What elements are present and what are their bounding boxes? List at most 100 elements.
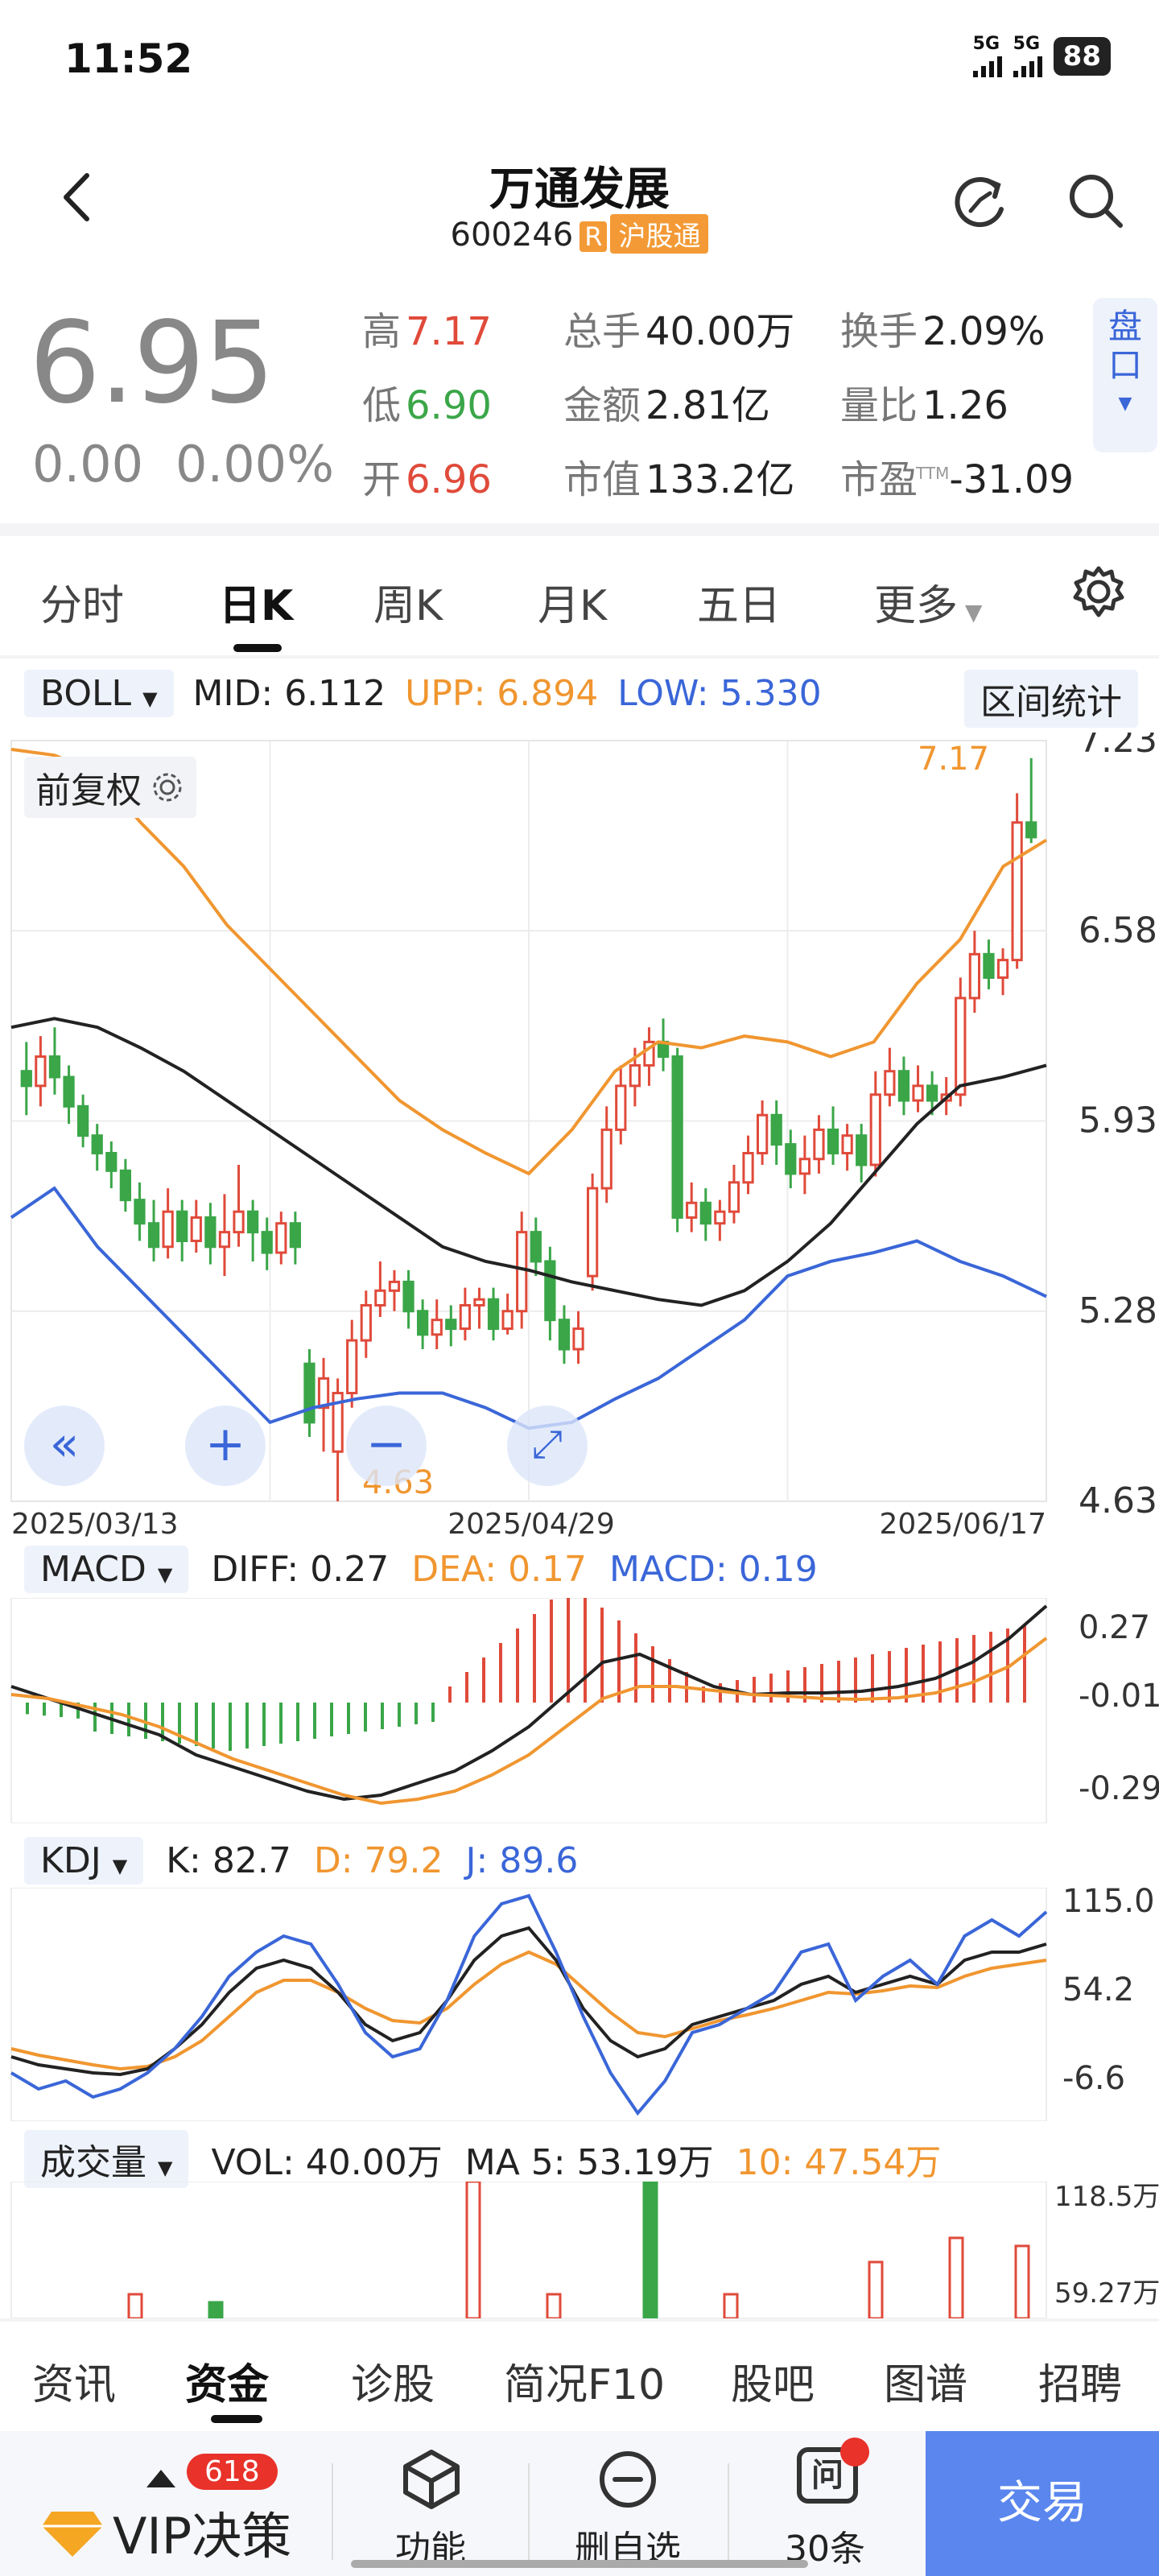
candle-body (431, 1319, 443, 1336)
nav-jobs[interactable]: 招聘 (1038, 2361, 1123, 2409)
ask-icon[interactable]: 问 (797, 2447, 858, 2504)
candle-body (798, 1158, 811, 1175)
tab-daily-k[interactable]: 日K (219, 582, 294, 630)
trade-button[interactable]: 交易 (926, 2431, 1159, 2576)
volume-bar (546, 2293, 562, 2318)
vol-header: 成交量 ▼ VOL: 40.00万 MA 5: 53.19万 10: 47.54… (24, 2130, 941, 2188)
stat-low: 低 6.90 (362, 383, 492, 428)
volume-bar (208, 2301, 224, 2318)
bottom-divider-3 (728, 2463, 729, 2560)
candle-body (1025, 821, 1037, 839)
zoom-in-button[interactable]: + (185, 1406, 266, 1486)
pankou-button[interactable]: 盘口 ▼ (1093, 298, 1157, 452)
remove-watchlist-icon[interactable] (596, 2447, 660, 2512)
nav-graph[interactable]: 图谱 (884, 2361, 968, 2409)
macd-dea: DEA: 0.17 (411, 1549, 588, 1590)
candle-body (968, 952, 981, 1000)
stock-code-text: 600246 (450, 217, 574, 254)
candle-body (473, 1298, 485, 1307)
candle-body (926, 1084, 938, 1102)
range-stat-button[interactable]: 区间统计 (964, 670, 1138, 728)
candle-body (996, 959, 1009, 979)
nav-funds[interactable]: 资金 (185, 2361, 270, 2409)
tab-weekly-k[interactable]: 周K (373, 582, 443, 630)
stat-vratio: 量比 1.26 (840, 383, 1008, 428)
change-value: 0.00 (32, 435, 144, 493)
tag-connect: 沪股通 (610, 214, 709, 254)
boll-header: BOLL ▼ MID: 6.112 UPP: 6.894 LOW: 5.330 (24, 670, 822, 717)
candle-body (516, 1231, 528, 1313)
tag-r: R (580, 221, 608, 252)
nav-forum[interactable]: 股吧 (731, 2361, 815, 2409)
bottom-divider-2 (528, 2463, 530, 2560)
tab-five-day[interactable]: 五日 (697, 582, 782, 630)
stat-pe: 市盈TTM-31.09 (840, 457, 1074, 502)
zoom-out-button[interactable]: − (346, 1406, 427, 1486)
settings-gear-icon[interactable] (1070, 564, 1127, 620)
boll-upp: UPP: 6.894 (405, 673, 599, 714)
vol-ma10: 10: 47.54万 (736, 2142, 942, 2183)
candle-body (374, 1289, 386, 1307)
boll-mid: MID: 6.112 (192, 673, 386, 714)
scroll-left-button[interactable]: « (24, 1406, 105, 1486)
tab-underline (233, 644, 282, 652)
boll-mid-line (10, 1017, 1047, 1307)
adjust-selector[interactable]: 前复权 (24, 757, 196, 818)
candle-body (233, 1210, 245, 1234)
nav-f10[interactable]: 简况F10 (504, 2361, 666, 2409)
candle-body (246, 1210, 259, 1234)
stock-code: 600246 R 沪股通 (0, 214, 1159, 254)
stat-amount: 金额 2.81亿 (563, 383, 770, 428)
candle-body (261, 1231, 273, 1254)
y-tick-label: 4.63 (1079, 1480, 1157, 1521)
x-date-label: 2025/03/13 (11, 1508, 179, 1538)
macd-diff-line (10, 1604, 1048, 1802)
vol-selector[interactable]: 成交量 ▼ (24, 2130, 189, 2188)
candle-body (785, 1143, 797, 1175)
x-date-label: 2025/04/29 (448, 1508, 615, 1538)
kdj-y-tick: -6.6 (1062, 2060, 1125, 2097)
candle-body (856, 1134, 868, 1166)
y-tick-label: 5.28 (1079, 1290, 1157, 1331)
macd-selector[interactable]: MACD ▼ (24, 1546, 189, 1593)
candle-body (402, 1280, 415, 1313)
candle-body (91, 1134, 103, 1154)
page-title: 万通发展 (489, 163, 670, 216)
volume-bar (642, 2182, 658, 2318)
status-time: 11:52 (64, 35, 193, 82)
function-cube-icon[interactable] (399, 2447, 464, 2512)
tab-fenshi[interactable]: 分时 (40, 582, 125, 630)
candle-body (501, 1310, 514, 1331)
nav-news[interactable]: 资讯 (32, 2361, 117, 2409)
macd-y-tick: -0.29 (1079, 1770, 1159, 1807)
kdj-k: K: 82.7 (166, 1840, 291, 1881)
candle-body (600, 1128, 612, 1190)
refresh-icon[interactable] (948, 169, 1013, 233)
search-icon[interactable] (1064, 169, 1128, 233)
nav-diagnose[interactable]: 诊股 (351, 2361, 435, 2409)
candle-body (742, 1151, 754, 1184)
volume-bar (1014, 2244, 1030, 2318)
stat-high: 高 7.17 (362, 309, 492, 354)
candle-body (332, 1392, 344, 1453)
volume-bar (948, 2236, 964, 2318)
kdj-selector[interactable]: KDJ ▼ (24, 1837, 144, 1885)
expand-button[interactable]: ⤢ (507, 1406, 588, 1486)
kline-chart[interactable]: 7.23 6.58 5.93 5.28 4.63 2025/03/13 2025/04/29… (0, 733, 1159, 1538)
candle-body (671, 1055, 683, 1219)
vip-diamond-icon (42, 2512, 103, 2557)
kdj-k-line (10, 1926, 1047, 2077)
vip-decision-button[interactable]: VIP决策 (113, 2507, 292, 2566)
tab-more[interactable]: 更多 ▼ (874, 582, 983, 630)
vol-y-tick: 59.27万 (1054, 2277, 1159, 2310)
bottom-divider (332, 2463, 333, 2560)
candle-body (147, 1222, 160, 1249)
vol-frame (10, 2182, 1047, 2318)
candle-body (35, 1055, 47, 1088)
boll-selector[interactable]: BOLL ▼ (24, 670, 174, 717)
candle-body (714, 1210, 726, 1225)
back-arrow-icon[interactable] (56, 169, 97, 225)
candle-body (955, 997, 967, 1096)
tab-monthly-k[interactable]: 月K (538, 582, 608, 630)
candle-body (699, 1201, 711, 1225)
